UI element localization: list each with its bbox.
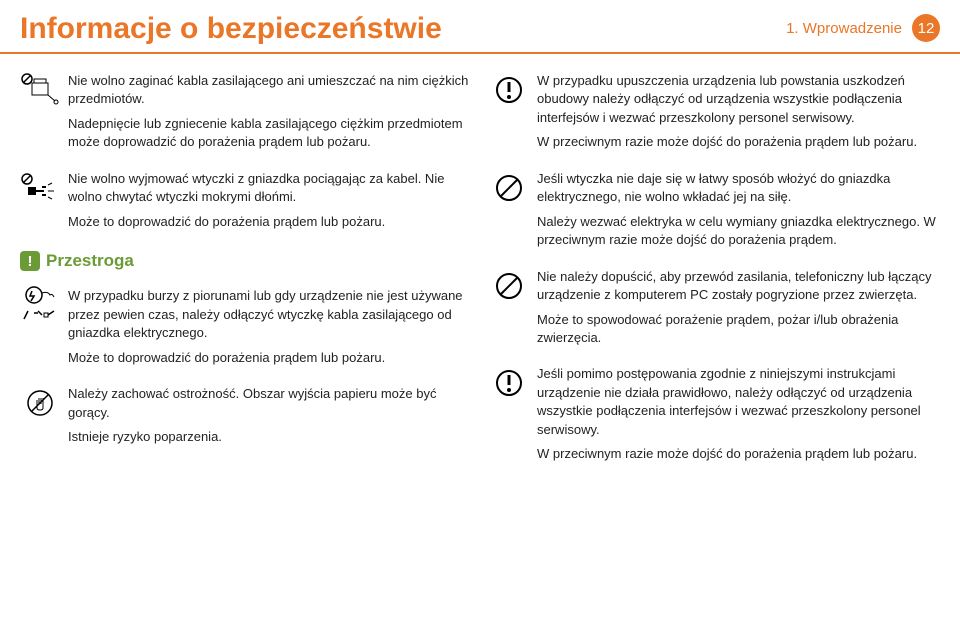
warning-text: Nie należy dopuścić, aby przewód zasilan… (537, 268, 940, 305)
prohibit-icon (489, 170, 529, 206)
warning-text: Może to doprowadzić do porażenia prądem … (68, 349, 471, 367)
warning-text: Jeśli wtyczka nie daje się w łatwy sposó… (537, 170, 940, 207)
warning-text: Należy wezwać elektryka w celu wymiany g… (537, 213, 940, 250)
storm-unplug-icon (20, 287, 60, 323)
prohibit-icon (489, 268, 529, 304)
page-number: 12 (912, 14, 940, 42)
warning-text: W przypadku burzy z piorunami lub gdy ur… (68, 287, 471, 342)
no-touch-icon (20, 385, 60, 421)
warning-text: Może to doprowadzić do porażenia prądem … (68, 213, 471, 231)
caution-icon: ! (20, 251, 40, 271)
warning-text: Może to spowodować porażenie prądem, poż… (537, 311, 940, 348)
alert-icon (489, 72, 529, 108)
alert-icon (489, 365, 529, 401)
warning-text: Nie wolno zaginać kabla zasilającego ani… (68, 72, 471, 109)
warning-text: W przeciwnym razie może dojść do porażen… (537, 133, 940, 151)
warning-text: Jeśli pomimo postępowania zgodnie z nini… (537, 365, 940, 439)
unplug-icon (20, 170, 60, 206)
warning-text: Istnieje ryzyko poparzenia. (68, 428, 471, 446)
warning-text: Należy zachować ostrożność. Obszar wyjśc… (68, 385, 471, 422)
page-title: Informacje o bezpieczeństwie (20, 12, 786, 46)
warning-text: Nie wolno wyjmować wtyczki z gniazdka po… (68, 170, 471, 207)
warning-text: Nadepnięcie lub zgniecenie kabla zasilaj… (68, 115, 471, 152)
warning-text: W przeciwnym razie może dojść do porażen… (537, 445, 940, 463)
warning-text: W przypadku upuszczenia urządzenia lub p… (537, 72, 940, 127)
caution-label: Przestroga (46, 249, 134, 273)
printer-cable-icon (20, 72, 60, 108)
section-label: 1. Wprowadzenie (786, 12, 902, 37)
